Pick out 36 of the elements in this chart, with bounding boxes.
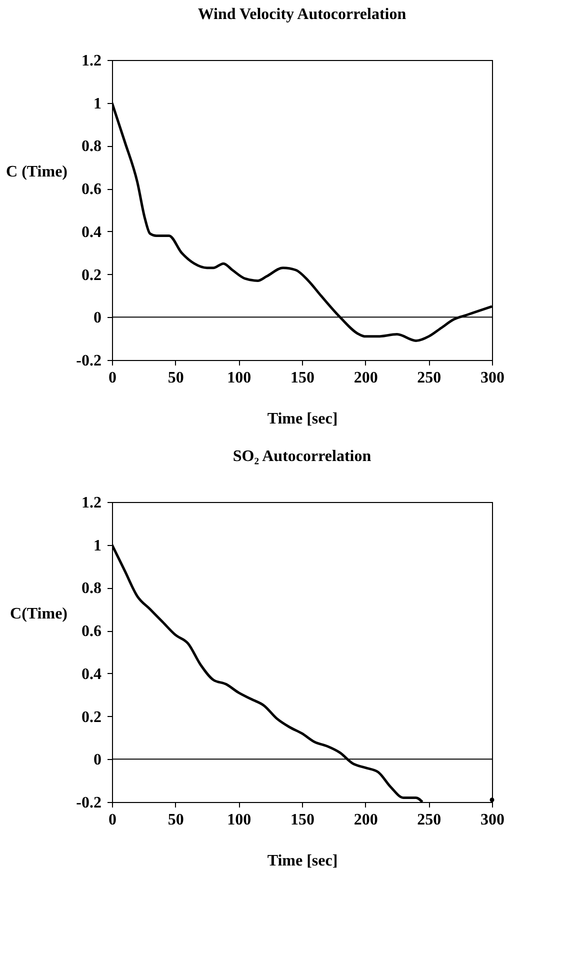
- x-tick-label: 150: [290, 812, 314, 828]
- y-tick-label: 1.2: [82, 52, 102, 70]
- x-tick-label: 250: [417, 370, 442, 386]
- x-tick-label: 100: [227, 370, 252, 386]
- x-tick-label: 100: [227, 812, 252, 828]
- y-tick-label: 0.8: [82, 138, 102, 156]
- y-tick-label: 0.8: [82, 580, 102, 598]
- x-tick-label: 0: [108, 812, 116, 828]
- y-tick-label: -0.2: [76, 794, 102, 812]
- x-tick-label: 150: [290, 370, 314, 386]
- y-tick-label: 1: [94, 537, 102, 554]
- y-tick-label: 0: [94, 310, 102, 327]
- y-tick-label: 0.2: [82, 708, 102, 726]
- y-tick-label: 0.2: [82, 266, 102, 284]
- y-tick-label: 0.4: [82, 666, 102, 683]
- y-tick-label: 0.6: [82, 181, 102, 198]
- x-axis-title: Time [sec]: [267, 410, 338, 428]
- y-tick-label: 1.2: [82, 494, 102, 512]
- chart-title: Wind Velocity Autocorrelation: [198, 6, 406, 23]
- x-tick-label: 50: [168, 812, 184, 828]
- x-tick-label: 50: [168, 370, 184, 386]
- y-axis-title: C (Time): [6, 164, 68, 180]
- y-tick-label: 0: [94, 752, 102, 769]
- x-tick-label: 300: [480, 370, 504, 386]
- y-tick-label: 1: [94, 95, 102, 112]
- x-tick-label: 300: [480, 812, 504, 828]
- x-tick-label: 0: [108, 370, 116, 386]
- y-tick-label: 0.6: [82, 623, 102, 640]
- x-tick-label: 250: [417, 812, 442, 828]
- y-axis-title: C(Time): [10, 606, 68, 622]
- x-tick-label: 200: [354, 812, 378, 828]
- x-axis-title: Time [sec]: [267, 852, 338, 870]
- y-tick-label: -0.2: [76, 352, 102, 370]
- chart-title: SO₂ Autocorrelation: [232, 448, 372, 465]
- x-tick-label: 200: [354, 370, 378, 386]
- y-tick-label: 0.4: [82, 224, 102, 241]
